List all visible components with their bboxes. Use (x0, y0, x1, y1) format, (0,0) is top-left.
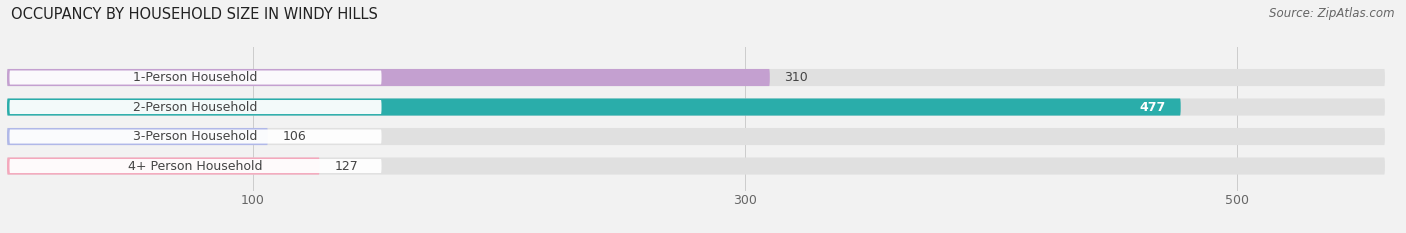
FancyBboxPatch shape (7, 69, 1385, 86)
Text: 127: 127 (335, 160, 359, 173)
FancyBboxPatch shape (7, 158, 319, 175)
FancyBboxPatch shape (10, 71, 381, 85)
FancyBboxPatch shape (7, 99, 1385, 116)
Text: 2-Person Household: 2-Person Household (134, 100, 257, 113)
FancyBboxPatch shape (10, 100, 381, 114)
FancyBboxPatch shape (7, 128, 267, 145)
Text: 310: 310 (785, 71, 808, 84)
FancyBboxPatch shape (7, 158, 1385, 175)
FancyBboxPatch shape (7, 128, 1385, 145)
FancyBboxPatch shape (10, 159, 381, 173)
Text: Source: ZipAtlas.com: Source: ZipAtlas.com (1270, 7, 1395, 20)
Text: 3-Person Household: 3-Person Household (134, 130, 257, 143)
Text: 477: 477 (1140, 100, 1166, 113)
FancyBboxPatch shape (10, 130, 381, 144)
FancyBboxPatch shape (7, 99, 1181, 116)
Text: OCCUPANCY BY HOUSEHOLD SIZE IN WINDY HILLS: OCCUPANCY BY HOUSEHOLD SIZE IN WINDY HIL… (11, 7, 378, 22)
Text: 106: 106 (283, 130, 307, 143)
FancyBboxPatch shape (7, 69, 770, 86)
Text: 1-Person Household: 1-Person Household (134, 71, 257, 84)
Text: 4+ Person Household: 4+ Person Household (128, 160, 263, 173)
